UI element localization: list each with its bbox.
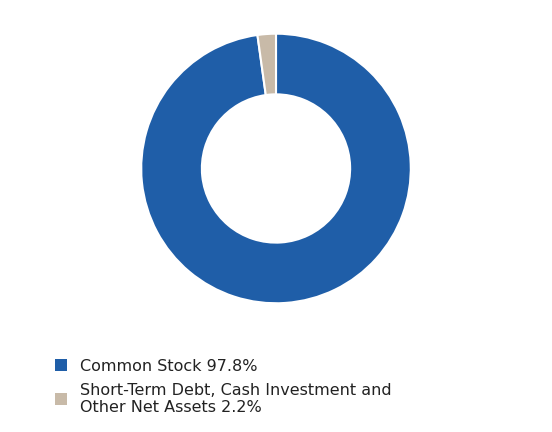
Legend: Common Stock 97.8%, Short-Term Debt, Cash Investment and
Other Net Assets 2.2%: Common Stock 97.8%, Short-Term Debt, Cas…	[46, 354, 396, 420]
Wedge shape	[257, 34, 276, 95]
Wedge shape	[141, 34, 411, 303]
